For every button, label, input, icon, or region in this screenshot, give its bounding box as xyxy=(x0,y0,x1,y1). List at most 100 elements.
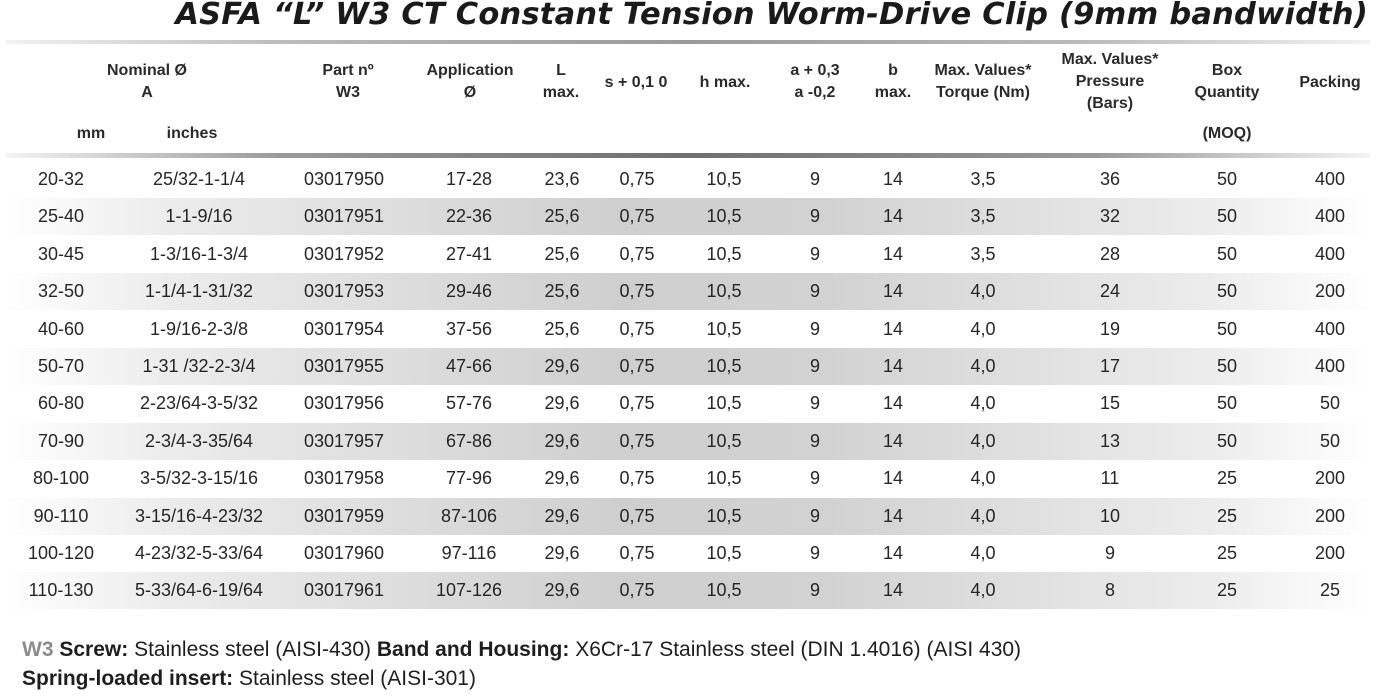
cell-nominal-mm: 90-110 xyxy=(33,506,89,526)
cell-nominal-inches: 2-23/64-3-5/32 xyxy=(139,393,259,413)
cell-s-value: 0,75 xyxy=(619,319,655,339)
cell-nominal-inches: 4-23/32-5-33/64 xyxy=(134,543,264,563)
cell-nominal-inches: 25/32-1-1/4 xyxy=(152,169,246,189)
cell-application: 22-36 xyxy=(445,206,493,226)
row-shading xyxy=(5,198,1371,235)
cell-torque: 4,0 xyxy=(970,431,996,451)
cell-torque: 4,0 xyxy=(970,393,996,413)
cell-nominal-mm: 70-90 xyxy=(37,431,85,451)
footer-spring-value: Stainless steel (AISI-301) xyxy=(239,667,476,690)
cell-packing: 50 xyxy=(1319,431,1341,451)
table-row: 50-70 1-31 /32-2-3/4 03017955 47-66 29,6 0,75… xyxy=(0,348,1376,385)
cell-l-max: 29,6 xyxy=(544,506,580,526)
cell-part-number: 03017961 xyxy=(303,580,385,600)
cell-a-value: 9 xyxy=(809,431,821,451)
cell-box-quantity: 50 xyxy=(1216,431,1238,451)
cell-nominal-mm: 60-80 xyxy=(37,393,85,413)
cell-part-number: 03017952 xyxy=(303,244,385,264)
cell-part-number: 03017960 xyxy=(303,543,385,563)
cell-application: 29-46 xyxy=(445,281,493,301)
header-pressure: Max. Values* Pressure (Bars) xyxy=(1061,51,1159,112)
cell-a-value: 9 xyxy=(809,319,821,339)
cell-box-quantity: 50 xyxy=(1216,244,1238,264)
cell-packing: 200 xyxy=(1314,506,1346,526)
cell-nominal-inches: 3-15/16-4-23/32 xyxy=(134,506,264,526)
cell-s-value: 0,75 xyxy=(619,431,655,451)
cell-pressure: 24 xyxy=(1099,281,1121,301)
cell-b-max: 14 xyxy=(882,169,904,189)
header-box-quantity: Box Quantity xyxy=(1194,62,1260,101)
cell-b-max: 14 xyxy=(882,506,904,526)
footer-materials-line-1: W3 Screw: Stainless steel (AISI-430) Ban… xyxy=(22,638,1021,662)
cell-s-value: 0,75 xyxy=(619,281,655,301)
cell-packing: 400 xyxy=(1314,169,1346,189)
cell-nominal-inches: 5-33/64-6-19/64 xyxy=(134,580,264,600)
table-row: 100-120 4-23/32-5-33/64 03017960 97-116 29,6… xyxy=(0,535,1376,572)
cell-part-number: 03017950 xyxy=(303,169,385,189)
cell-a-value: 9 xyxy=(809,580,821,600)
cell-box-quantity: 25 xyxy=(1216,468,1238,488)
cell-box-quantity: 50 xyxy=(1216,169,1238,189)
cell-h-max: 10,5 xyxy=(706,281,742,301)
cell-pressure: 13 xyxy=(1099,431,1121,451)
cell-torque: 4,0 xyxy=(970,356,996,376)
cell-nominal-inches: 1-31 /32-2-3/4 xyxy=(142,356,256,376)
header-part-number: Part nº W3 xyxy=(322,62,374,101)
cell-h-max: 10,5 xyxy=(706,244,742,264)
header-divider-top xyxy=(6,40,1370,44)
cell-pressure: 17 xyxy=(1099,356,1121,376)
cell-b-max: 14 xyxy=(882,468,904,488)
cell-l-max: 29,6 xyxy=(544,543,580,563)
cell-nominal-mm: 20-32 xyxy=(37,169,85,189)
cell-s-value: 0,75 xyxy=(619,393,655,413)
cell-nominal-mm: 32-50 xyxy=(37,281,85,301)
cell-l-max: 29,6 xyxy=(544,356,580,376)
cell-nominal-inches: 1-3/16-1-3/4 xyxy=(149,244,249,264)
footer-materials-line-2: Spring-loaded insert: Stainless steel (A… xyxy=(22,667,476,691)
cell-nominal-inches: 3-5/32-3-15/16 xyxy=(139,468,259,488)
cell-pressure: 15 xyxy=(1099,393,1121,413)
cell-h-max: 10,5 xyxy=(706,580,742,600)
table-row: 80-100 3-5/32-3-15/16 03017958 77-96 29,6 0,7… xyxy=(0,460,1376,497)
cell-b-max: 14 xyxy=(882,393,904,413)
cell-part-number: 03017953 xyxy=(303,281,385,301)
cell-pressure: 28 xyxy=(1099,244,1121,264)
cell-box-quantity: 50 xyxy=(1216,206,1238,226)
header-b-max: b max. xyxy=(874,62,912,101)
cell-box-quantity: 25 xyxy=(1216,543,1238,563)
table-row: 40-60 1-9/16-2-3/8 03017954 37-56 25,6 0,75 10… xyxy=(0,311,1376,348)
cell-nominal-inches: 1-9/16-2-3/8 xyxy=(149,319,249,339)
cell-l-max: 23,6 xyxy=(544,169,580,189)
cell-box-quantity: 25 xyxy=(1216,506,1238,526)
cell-h-max: 10,5 xyxy=(706,319,742,339)
cell-torque: 3,5 xyxy=(970,169,996,189)
cell-l-max: 25,6 xyxy=(544,244,580,264)
cell-b-max: 14 xyxy=(882,543,904,563)
header-a: a + 0,3 a -0,2 xyxy=(790,62,840,101)
cell-s-value: 0,75 xyxy=(619,543,655,563)
cell-application: 107-126 xyxy=(435,580,503,600)
cell-packing: 400 xyxy=(1314,206,1346,226)
cell-part-number: 03017955 xyxy=(303,356,385,376)
cell-s-value: 0,75 xyxy=(619,506,655,526)
cell-b-max: 14 xyxy=(882,431,904,451)
cell-box-quantity: 25 xyxy=(1216,580,1238,600)
cell-pressure: 32 xyxy=(1099,206,1121,226)
header-torque: Max. Values* Torque (Nm) xyxy=(934,62,1032,101)
cell-l-max: 29,6 xyxy=(544,468,580,488)
cell-nominal-mm: 30-45 xyxy=(37,244,85,264)
cell-nominal-mm: 40-60 xyxy=(37,319,85,339)
header-inches: inches xyxy=(166,125,218,142)
cell-part-number: 03017956 xyxy=(303,393,385,413)
cell-h-max: 10,5 xyxy=(706,543,742,563)
table-row: 70-90 2-3/4-3-35/64 03017957 67-86 29,6 0,75 1… xyxy=(0,423,1376,460)
footer-band-label: Band and Housing: xyxy=(376,638,570,661)
cell-torque: 4,0 xyxy=(970,281,996,301)
cell-application: 57-76 xyxy=(445,393,493,413)
cell-torque: 3,5 xyxy=(970,244,996,264)
header-s: s + 0,1 0 xyxy=(604,74,668,91)
cell-nominal-mm: 25-40 xyxy=(37,206,85,226)
cell-packing: 200 xyxy=(1314,543,1346,563)
cell-h-max: 10,5 xyxy=(706,206,742,226)
